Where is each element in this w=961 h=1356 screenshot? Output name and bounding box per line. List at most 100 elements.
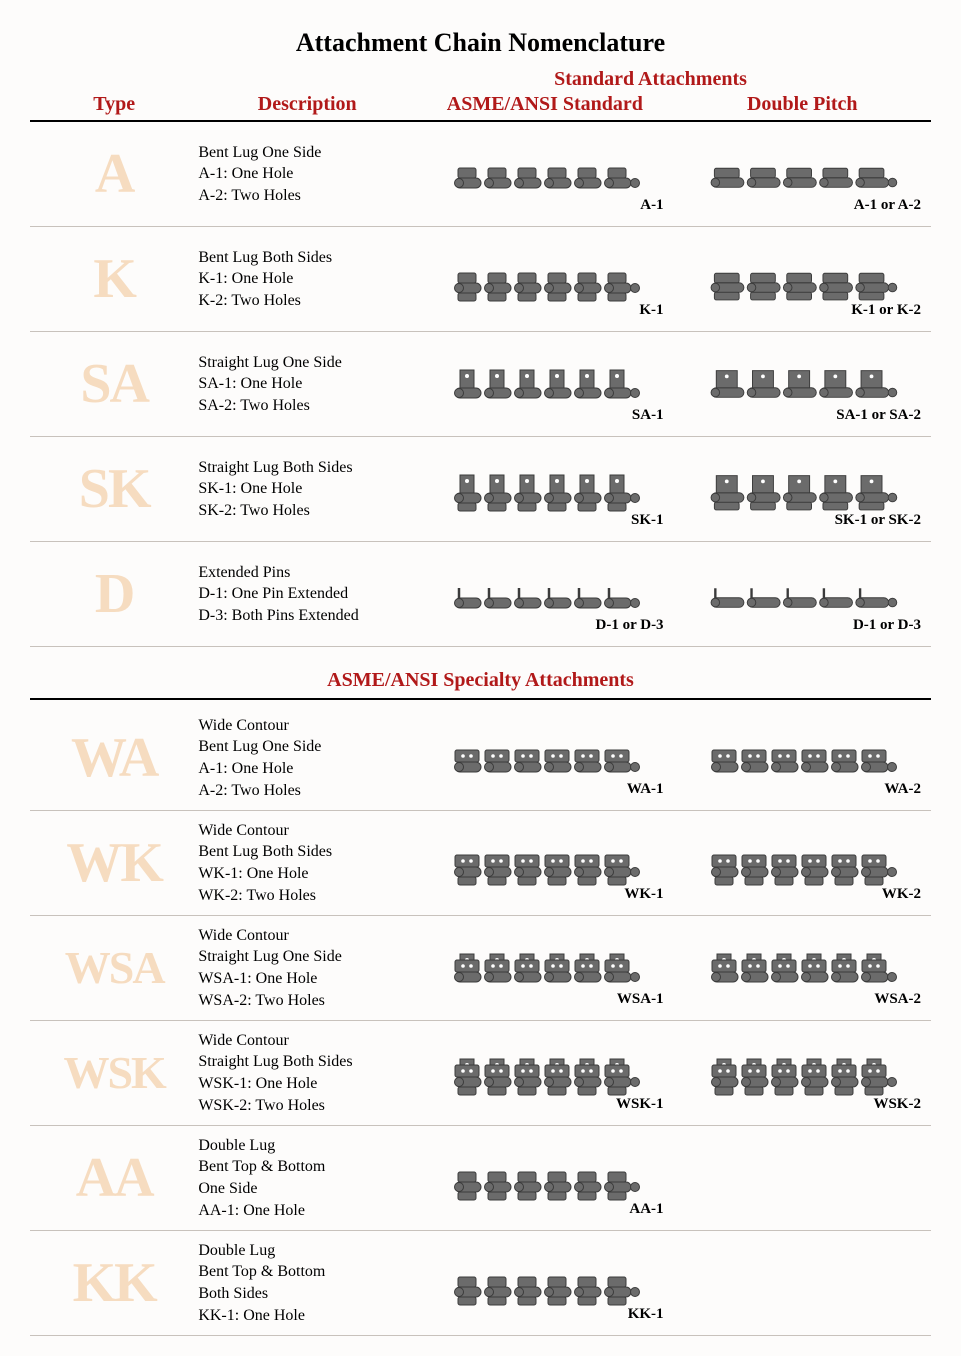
chain-image-double-pitch: SA-1 or SA-2: [674, 344, 931, 424]
desc-line: Wide Contour: [198, 925, 416, 947]
header-asme-standard: ASME/ANSI Standard: [416, 93, 673, 116]
standard-attachments-table: A Bent Lug One SideA-1: One HoleA-2: Two…: [30, 122, 931, 647]
desc-line: A-1: One Hole: [198, 758, 416, 780]
table-row: WK Wide ContourBent Lug Both SidesWK-1: …: [30, 811, 931, 916]
chain-image-standard: AA-1: [416, 1138, 673, 1218]
chain-image-standard: WK-1: [416, 823, 673, 903]
chain-image-double-pitch: D-1 or D-3: [674, 554, 931, 634]
header-description: Description: [198, 93, 416, 116]
table-row: AA Double LugBent Top & BottomOne SideAA…: [30, 1126, 931, 1231]
type-label: D: [30, 566, 198, 622]
desc-line: Both Sides: [198, 1283, 416, 1305]
chain-image-double-pitch: WSK-2: [674, 1033, 931, 1113]
desc-line: Wide Contour: [198, 1030, 416, 1052]
chain-image-standard: WSK-1: [416, 1033, 673, 1113]
description-cell: Wide ContourStraight Lug One SideWSA-1: …: [198, 925, 416, 1011]
desc-line: Straight Lug Both Sides: [198, 457, 416, 479]
header-type: Type: [30, 93, 198, 116]
desc-line: Bent Top & Bottom: [198, 1156, 416, 1178]
table-row: SA Straight Lug One SideSA-1: One HoleSA…: [30, 332, 931, 437]
image-caption: K-1: [639, 302, 673, 319]
chain-image-standard: D-1 or D-3: [416, 554, 673, 634]
type-label: K: [30, 251, 198, 307]
type-label: AA: [30, 1150, 198, 1206]
desc-line: WK-2: Two Holes: [198, 885, 416, 907]
chain-image-standard: SA-1: [416, 344, 673, 424]
image-caption: A-1 or A-2: [854, 197, 931, 214]
desc-line: Bent Lug One Side: [198, 736, 416, 758]
desc-line: WSA-1: One Hole: [198, 968, 416, 990]
image-caption: WK-2: [882, 886, 931, 903]
desc-line: Wide Contour: [198, 715, 416, 737]
image-caption: D-1 or D-3: [853, 617, 931, 634]
image-caption: SA-1 or SA-2: [836, 407, 931, 424]
page-title: Attachment Chain Nomenclature: [30, 28, 931, 58]
table-row: A Bent Lug One SideA-1: One HoleA-2: Two…: [30, 122, 931, 227]
desc-line: WK-1: One Hole: [198, 863, 416, 885]
desc-line: Bent Lug Both Sides: [198, 841, 416, 863]
description-cell: Bent Lug Both SidesK-1: One HoleK-2: Two…: [198, 247, 416, 312]
desc-line: Wide Contour: [198, 820, 416, 842]
table-header: Type Description ASME/ANSI Standard Doub…: [30, 93, 931, 122]
image-caption: WSA-1: [617, 991, 674, 1008]
type-label: A: [30, 146, 198, 202]
image-caption: SK-1 or SK-2: [835, 512, 931, 529]
desc-line: A-2: Two Holes: [198, 185, 416, 207]
desc-line: KK-1: One Hole: [198, 1305, 416, 1327]
desc-line: Bent Lug One Side: [198, 142, 416, 164]
description-cell: Double LugBent Top & BottomBoth SidesKK-…: [198, 1240, 416, 1326]
description-cell: Extended PinsD-1: One Pin ExtendedD-3: B…: [198, 562, 416, 627]
desc-line: SA-1: One Hole: [198, 373, 416, 395]
desc-line: K-2: Two Holes: [198, 290, 416, 312]
description-cell: Straight Lug Both SidesSK-1: One HoleSK-…: [198, 457, 416, 522]
image-caption: WSA-2: [874, 991, 931, 1008]
image-caption: D-1 or D-3: [596, 617, 674, 634]
table-row: WSA Wide ContourStraight Lug One SideWSA…: [30, 916, 931, 1021]
desc-line: Straight Lug One Side: [198, 946, 416, 968]
desc-line: Straight Lug One Side: [198, 352, 416, 374]
desc-line: A-1: One Hole: [198, 163, 416, 185]
desc-line: Double Lug: [198, 1240, 416, 1262]
desc-line: K-1: One Hole: [198, 268, 416, 290]
description-cell: Bent Lug One SideA-1: One HoleA-2: Two H…: [198, 142, 416, 207]
image-caption: SA-1: [632, 407, 674, 424]
desc-line: AA-1: One Hole: [198, 1200, 416, 1222]
specialty-attachments-table: WA Wide ContourBent Lug One SideA-1: One…: [30, 706, 931, 1336]
desc-line: A-2: Two Holes: [198, 780, 416, 802]
chain-image-double-pitch: SK-1 or SK-2: [674, 449, 931, 529]
chain-image-double-pitch: [674, 1243, 931, 1323]
image-caption: WSK-2: [873, 1096, 931, 1113]
image-caption: SK-1: [631, 512, 674, 529]
type-label: KK: [30, 1255, 198, 1311]
image-caption: KK-1: [628, 1306, 674, 1323]
table-row: KK Double LugBent Top & BottomBoth Sides…: [30, 1231, 931, 1336]
chain-image-standard: A-1: [416, 134, 673, 214]
desc-line: Straight Lug Both Sides: [198, 1051, 416, 1073]
type-label: WSA: [30, 945, 198, 991]
desc-line: D-1: One Pin Extended: [198, 583, 416, 605]
table-row: WA Wide ContourBent Lug One SideA-1: One…: [30, 706, 931, 811]
image-caption: WK-1: [624, 886, 673, 903]
desc-line: WSK-2: Two Holes: [198, 1095, 416, 1117]
image-caption: AA-1: [629, 1201, 673, 1218]
desc-line: WSA-2: Two Holes: [198, 990, 416, 1012]
chain-image-double-pitch: WK-2: [674, 823, 931, 903]
table-row: K Bent Lug Both SidesK-1: One HoleK-2: T…: [30, 227, 931, 332]
desc-line: WSK-1: One Hole: [198, 1073, 416, 1095]
chain-image-standard: K-1: [416, 239, 673, 319]
description-cell: Straight Lug One SideSA-1: One HoleSA-2:…: [198, 352, 416, 417]
table-row: SK Straight Lug Both SidesSK-1: One Hole…: [30, 437, 931, 542]
chain-image-double-pitch: [674, 1138, 931, 1218]
chain-image-double-pitch: K-1 or K-2: [674, 239, 931, 319]
image-caption: A-1: [640, 197, 673, 214]
chain-image-standard: WA-1: [416, 718, 673, 798]
super-header: Standard Attachments: [370, 68, 931, 91]
table-row: WSK Wide ContourStraight Lug Both SidesW…: [30, 1021, 931, 1126]
chain-image-double-pitch: WA-2: [674, 718, 931, 798]
image-caption: WA-1: [627, 781, 674, 798]
specialty-section-title: ASME/ANSI Specialty Attachments: [30, 669, 931, 700]
description-cell: Wide ContourStraight Lug Both SidesWSK-1…: [198, 1030, 416, 1116]
type-label: SK: [30, 461, 198, 517]
type-label: SA: [30, 356, 198, 412]
chain-image-double-pitch: WSA-2: [674, 928, 931, 1008]
